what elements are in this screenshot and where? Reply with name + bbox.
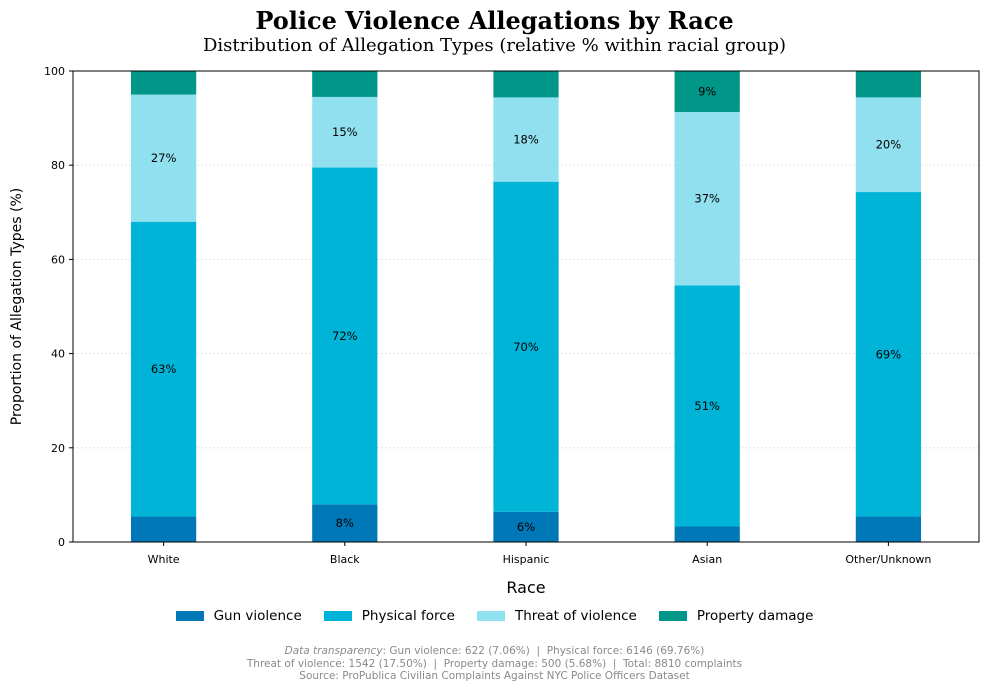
- legend-label: Physical force: [362, 608, 455, 624]
- y-tick-label: 60: [51, 253, 65, 266]
- footer-line-1-text: : Gun violence: 622 (7.06%) | Physical f…: [383, 645, 705, 657]
- legend-item: Property damage: [659, 608, 814, 624]
- x-tick-label: White: [148, 553, 180, 566]
- legend-swatch: [176, 611, 204, 621]
- stacked-bar-chart: 0 20 40 60 80 100 63% 27% White 8% 72% 15% Black 6% 70…: [0, 0, 989, 600]
- legend-item: Threat of violence: [477, 608, 637, 624]
- legend-swatch: [477, 611, 505, 621]
- legend-label: Property damage: [697, 608, 814, 624]
- bar-segment: [131, 71, 196, 95]
- x-axis-label: Race: [506, 578, 545, 597]
- data-label: 70%: [513, 340, 539, 354]
- bar-segment: [675, 526, 740, 542]
- footer-line-1: Data transparency: Gun violence: 622 (7.…: [0, 645, 989, 658]
- x-tick-label: Hispanic: [503, 553, 550, 566]
- data-label: 20%: [876, 138, 902, 152]
- y-tick-label: 0: [58, 536, 65, 549]
- bar-segment: [856, 517, 921, 542]
- x-tick-label: Other/Unknown: [845, 553, 931, 566]
- legend-label: Threat of violence: [515, 608, 637, 624]
- footer-source: Source: ProPublica Civilian Complaints A…: [0, 670, 989, 683]
- y-axis-label: Proportion of Allegation Types (%): [9, 188, 25, 425]
- y-tick-label: 80: [51, 159, 65, 172]
- legend-swatch: [324, 611, 352, 621]
- data-label: 69%: [876, 347, 902, 361]
- data-label: 15%: [332, 125, 358, 139]
- data-label: 72%: [332, 329, 358, 343]
- y-tick-label: 20: [51, 442, 65, 455]
- bar-segment: [312, 71, 377, 97]
- data-label: 51%: [694, 399, 720, 413]
- data-footer: Data transparency: Gun violence: 622 (7.…: [0, 645, 989, 683]
- data-label: 6%: [517, 520, 535, 534]
- bar-segment: [493, 71, 558, 97]
- x-tick-label: Black: [330, 553, 360, 566]
- bar-segment: [856, 71, 921, 97]
- chart-legend: Gun violence Physical force Threat of viol…: [0, 608, 989, 624]
- data-label: 27%: [151, 151, 177, 165]
- footer-line-2: Threat of violence: 1542 (17.50%) | Prop…: [0, 658, 989, 671]
- data-label: 8%: [336, 516, 354, 530]
- legend-item: Physical force: [324, 608, 455, 624]
- data-label: 18%: [513, 133, 539, 147]
- y-tick-label: 40: [51, 348, 65, 361]
- data-label: 63%: [151, 362, 177, 376]
- data-label: 37%: [694, 192, 720, 206]
- x-tick-label: Asian: [692, 553, 722, 566]
- y-tick-label: 100: [44, 65, 65, 78]
- legend-item: Gun violence: [176, 608, 302, 624]
- legend-label: Gun violence: [214, 608, 302, 624]
- footer-line-1-label: Data transparency: [285, 645, 383, 657]
- data-label: 9%: [698, 84, 716, 98]
- legend-swatch: [659, 611, 687, 621]
- bar-segment: [131, 517, 196, 542]
